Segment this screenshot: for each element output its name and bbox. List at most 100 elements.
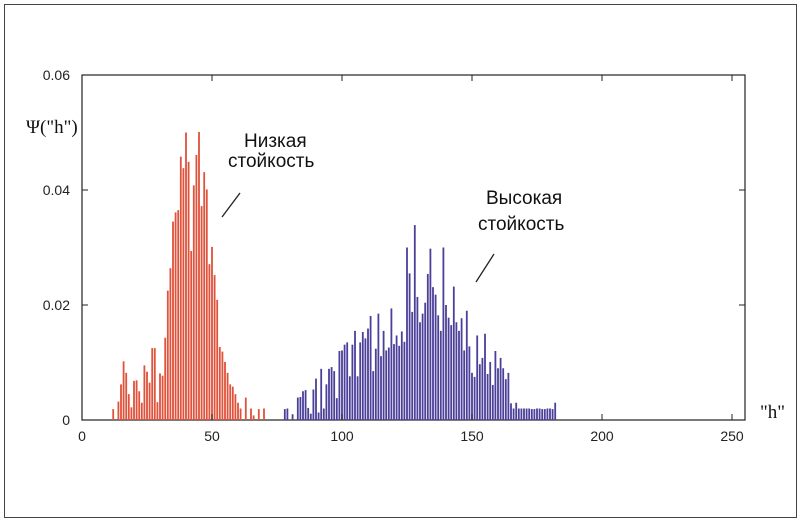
histogram-bar bbox=[471, 372, 473, 420]
histogram-bar bbox=[330, 367, 333, 420]
histogram-bar bbox=[286, 408, 289, 420]
histogram-bar bbox=[283, 409, 286, 420]
histogram-bar bbox=[497, 368, 499, 420]
histogram-bar bbox=[315, 378, 317, 420]
histogram-bar bbox=[406, 247, 408, 420]
histogram-bar bbox=[203, 172, 206, 420]
chart-frame bbox=[4, 4, 797, 518]
histogram-bar bbox=[237, 402, 239, 420]
histogram-bar bbox=[307, 407, 310, 420]
histogram-bar bbox=[322, 408, 325, 420]
histogram-bar bbox=[369, 315, 372, 420]
histogram-bar bbox=[538, 408, 541, 420]
histogram-bar bbox=[244, 397, 247, 420]
histogram-bar bbox=[320, 368, 323, 420]
histogram-bar bbox=[502, 368, 505, 420]
histogram-bar bbox=[546, 408, 549, 420]
histogram-bar bbox=[187, 161, 190, 420]
histogram-bar bbox=[216, 299, 219, 420]
histogram-bar bbox=[185, 132, 187, 420]
histogram-bar bbox=[234, 394, 237, 420]
histogram-bar bbox=[304, 390, 307, 420]
histogram-bar bbox=[166, 290, 169, 420]
histogram-bar bbox=[182, 168, 185, 420]
histogram-bar bbox=[429, 248, 432, 420]
histogram-bar bbox=[450, 325, 453, 420]
histogram-bar bbox=[120, 384, 122, 420]
histogram-bar bbox=[257, 409, 260, 420]
histogram-bar bbox=[543, 409, 546, 420]
histogram-bar bbox=[195, 154, 198, 421]
histogram-bar bbox=[393, 344, 395, 420]
histogram-bar bbox=[218, 346, 221, 420]
x-axis-title: "h" bbox=[760, 402, 785, 423]
histogram-bar bbox=[169, 268, 172, 420]
histogram-bar bbox=[478, 364, 481, 420]
histogram-bar bbox=[250, 408, 252, 420]
histogram-bar bbox=[507, 372, 510, 420]
histogram-bar bbox=[549, 408, 551, 420]
histogram-bar bbox=[356, 376, 359, 420]
histogram-bar bbox=[419, 322, 421, 420]
histogram-bar bbox=[148, 382, 151, 420]
histogram-bar bbox=[541, 409, 544, 420]
histogram-bar bbox=[333, 371, 336, 420]
histogram-bar bbox=[138, 391, 141, 420]
histogram-bar bbox=[528, 408, 531, 420]
x-tick-label: 200 bbox=[590, 428, 614, 444]
histogram-bar bbox=[338, 351, 341, 420]
histogram-bar bbox=[130, 407, 133, 420]
histogram-bar bbox=[208, 264, 211, 420]
histogram-bar bbox=[455, 322, 458, 420]
histogram-bar bbox=[335, 398, 338, 420]
histogram-bar bbox=[328, 368, 330, 420]
annotation-low-pointer bbox=[221, 192, 241, 218]
histogram-bar bbox=[468, 346, 471, 420]
histogram-bar bbox=[463, 350, 466, 420]
histogram-bar bbox=[520, 408, 523, 420]
histogram-bar bbox=[536, 408, 538, 420]
histogram-bar bbox=[491, 384, 494, 420]
histogram-bar bbox=[510, 403, 512, 420]
histogram-bar bbox=[117, 401, 120, 420]
axis-ticks: 0 50 100 150 200 250 0 0.02 0.04 0.06 bbox=[43, 67, 745, 444]
histogram-bar bbox=[372, 371, 375, 420]
histogram-bar bbox=[291, 414, 294, 420]
histogram-bar bbox=[135, 380, 138, 420]
histogram-bar bbox=[437, 315, 440, 420]
x-tick-label: 100 bbox=[330, 428, 354, 444]
histogram-bar bbox=[146, 371, 148, 420]
histogram-bar bbox=[515, 402, 518, 420]
histogram-bar bbox=[517, 408, 520, 420]
histogram-bar bbox=[226, 372, 229, 420]
histogram-bar bbox=[153, 348, 156, 420]
histogram-bar bbox=[489, 361, 492, 420]
annotation-high-pointer bbox=[475, 253, 495, 283]
histogram-bar bbox=[161, 375, 164, 420]
histogram-bar bbox=[296, 397, 299, 420]
annotation-low-line1: Низкая bbox=[244, 131, 307, 152]
plot-border bbox=[81, 74, 746, 421]
histogram-bar bbox=[325, 384, 328, 420]
histogram-bar bbox=[411, 311, 414, 420]
y-tick-label: 0.04 bbox=[43, 182, 70, 198]
histogram-bar bbox=[229, 384, 232, 420]
histogram-bar bbox=[239, 408, 242, 420]
histogram-bar bbox=[143, 365, 146, 420]
histogram-bar bbox=[263, 408, 265, 420]
annotation-low-line2: стойкость bbox=[228, 151, 314, 172]
histogram-bar bbox=[533, 409, 536, 420]
histogram-bar bbox=[452, 286, 455, 420]
histogram-bar bbox=[377, 313, 380, 420]
histogram-bar bbox=[465, 310, 468, 420]
histogram-bar bbox=[460, 318, 463, 420]
histogram-bar bbox=[172, 221, 174, 420]
histogram-bar bbox=[494, 351, 497, 420]
histogram-bar bbox=[354, 330, 356, 420]
histogram-bar bbox=[127, 394, 130, 420]
histogram-bar bbox=[395, 335, 398, 420]
histogram-bar bbox=[512, 408, 515, 420]
histogram-bar bbox=[385, 350, 388, 420]
histogram-bar bbox=[484, 333, 486, 420]
histogram-bar bbox=[213, 275, 216, 420]
